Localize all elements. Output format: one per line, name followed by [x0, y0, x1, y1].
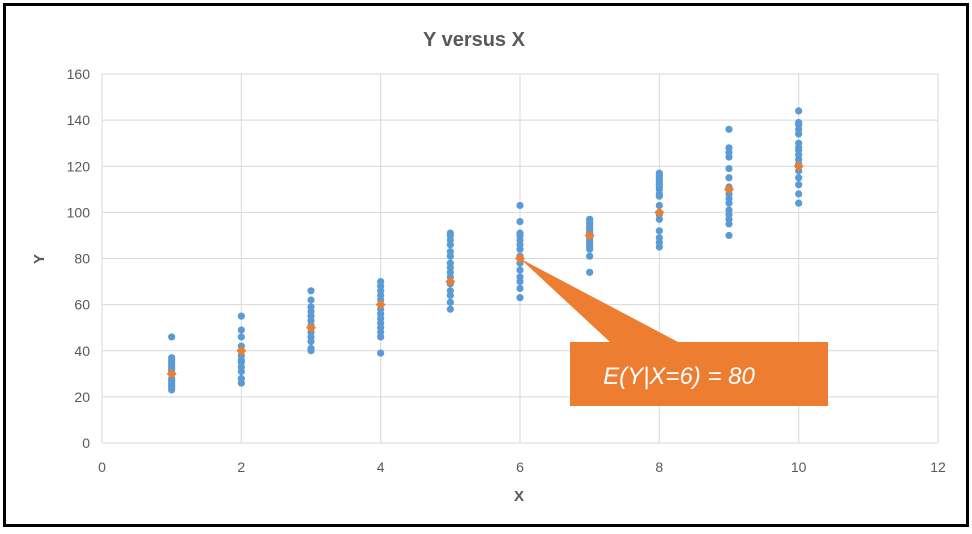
data-point — [307, 344, 315, 353]
data-point — [237, 374, 245, 383]
mean-point — [654, 207, 665, 218]
data-point — [725, 174, 733, 182]
data-point — [377, 277, 385, 286]
data-point — [655, 234, 663, 242]
data-point — [516, 201, 524, 210]
y-axis-label: Y — [31, 254, 48, 264]
data-point — [446, 259, 454, 267]
data-point — [586, 268, 594, 276]
y-tick-label: 80 — [74, 251, 90, 267]
callout-pointer — [520, 258, 678, 342]
annotation-callout: E(Y|X=6) = 80 — [520, 258, 828, 406]
mean-point — [166, 368, 177, 379]
data-point — [795, 181, 803, 189]
y-tick-label: 20 — [74, 389, 90, 405]
data-point — [725, 206, 733, 214]
y-tick-label: 160 — [67, 66, 91, 82]
data-point — [516, 284, 524, 293]
data-point — [795, 118, 803, 127]
x-tick-label: 8 — [655, 459, 663, 475]
x-tick-label: 6 — [516, 459, 524, 475]
mean-point — [793, 161, 804, 172]
data-point — [307, 287, 315, 295]
y-tick-label: 60 — [74, 297, 90, 313]
y-tick-label: 140 — [67, 112, 91, 128]
data-point — [586, 252, 594, 260]
data-point — [725, 164, 733, 173]
x-tick-label: 0 — [98, 459, 106, 475]
y-tick-label: 100 — [67, 204, 91, 220]
y-tick-label: 40 — [74, 343, 90, 359]
y-tick-label: 0 — [82, 435, 90, 451]
data-point — [516, 266, 524, 274]
tick-labels: 0 20 40 60 80 100 120 140 160 0 2 4 6 8 10 12 — [67, 66, 946, 475]
data-point — [307, 296, 315, 304]
data-point — [516, 218, 524, 226]
chart-title: Y versus X — [423, 29, 526, 51]
data-point — [725, 125, 733, 133]
mean-point — [306, 322, 316, 333]
data-point — [446, 305, 454, 313]
x-tick-label: 2 — [237, 459, 245, 475]
data-point — [516, 294, 524, 302]
mean-point — [724, 184, 734, 195]
data-point — [655, 227, 663, 235]
data-point — [168, 333, 176, 341]
data-point — [725, 144, 733, 152]
data-point — [795, 199, 803, 207]
callout-box — [570, 342, 828, 406]
data-point — [237, 326, 245, 334]
mean-points — [166, 161, 804, 379]
callout-text: E(Y|X=6) = 80 — [603, 363, 755, 390]
data-point — [725, 231, 733, 240]
data-point — [655, 201, 663, 210]
data-point — [237, 333, 245, 341]
observation-points — [168, 107, 803, 394]
x-tick-label: 12 — [930, 459, 946, 475]
data-point — [446, 229, 454, 237]
data-point — [586, 215, 594, 223]
x-axis-label: X — [514, 488, 524, 505]
data-point — [516, 273, 524, 281]
data-point — [168, 354, 176, 362]
data-point — [307, 303, 315, 311]
data-point — [237, 312, 245, 320]
data-point — [446, 287, 454, 295]
chart-frame: 0 20 40 60 80 100 120 140 160 0 2 4 6 8 10 12 Y versus … — [3, 3, 969, 527]
scatter-chart: 0 20 40 60 80 100 120 140 160 0 2 4 6 8 10 12 Y versus … — [31, 29, 946, 505]
x-tick-label: 4 — [377, 459, 385, 475]
mean-point — [236, 345, 247, 356]
data-point — [446, 247, 454, 256]
mean-point — [445, 276, 456, 287]
data-point — [516, 229, 524, 237]
data-point — [795, 174, 803, 182]
data-point — [655, 169, 663, 177]
data-point — [377, 349, 385, 357]
data-point — [795, 107, 803, 115]
mean-point — [584, 230, 595, 241]
y-tick-label: 120 — [67, 158, 91, 174]
data-point — [795, 139, 803, 147]
data-point — [795, 190, 803, 198]
x-tick-label: 10 — [791, 459, 807, 475]
data-point — [446, 298, 454, 306]
mean-point — [375, 299, 386, 310]
